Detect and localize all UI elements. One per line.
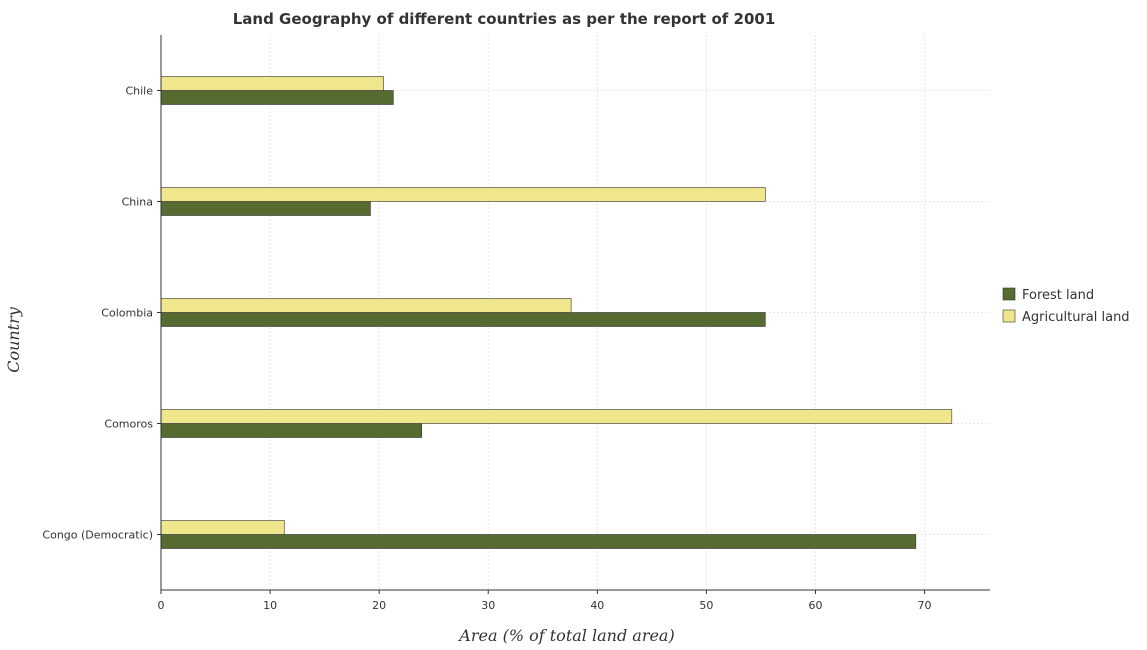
x-tick-label: 20 <box>372 599 386 612</box>
agricultural-land-bar <box>160 520 285 535</box>
forest-land-bar <box>160 201 371 216</box>
y-tick-label: Comoros <box>104 418 153 431</box>
x-tick-label: 50 <box>699 599 713 612</box>
chart-title: Land Geography of different countries as… <box>233 10 776 28</box>
axes: 0 10 20 30 40 50 60 70 Chile China Colombia Comoros… <box>42 35 990 612</box>
forest-land-bar <box>160 90 394 105</box>
forest-land-bar <box>160 534 917 549</box>
legend-label-agricultural-land: Agricultural land <box>1022 310 1130 325</box>
legend-swatch-agricultural-land <box>1002 309 1016 323</box>
x-tick-label: 0 <box>158 599 165 612</box>
x-axis-label: Area (% of total land area) <box>457 626 674 645</box>
legend-swatch-forest-land <box>1002 287 1016 301</box>
y-axis-label: Country <box>4 306 23 373</box>
y-tick-label: Colombia <box>101 307 153 320</box>
x-tick-label: 70 <box>918 599 932 612</box>
legend: Forest land Agricultural land <box>1002 287 1130 325</box>
forest-land-bar <box>160 312 766 327</box>
x-tick-label: 30 <box>481 599 495 612</box>
forest-land-bar <box>160 423 422 438</box>
legend-label-forest-land: Forest land <box>1022 288 1094 303</box>
agricultural-land-bar <box>160 187 766 202</box>
x-tick-label: 60 <box>808 599 822 612</box>
x-tick-label: 40 <box>590 599 604 612</box>
y-tick-label: Chile <box>125 85 153 98</box>
agricultural-land-bar <box>160 409 953 424</box>
agricultural-land-bar <box>160 298 572 313</box>
bars <box>160 76 953 549</box>
y-tick-label: Congo (Democratic) <box>42 529 153 542</box>
x-tick-label: 10 <box>263 599 277 612</box>
y-tick-label: China <box>122 196 153 209</box>
agricultural-land-bar <box>160 76 384 91</box>
